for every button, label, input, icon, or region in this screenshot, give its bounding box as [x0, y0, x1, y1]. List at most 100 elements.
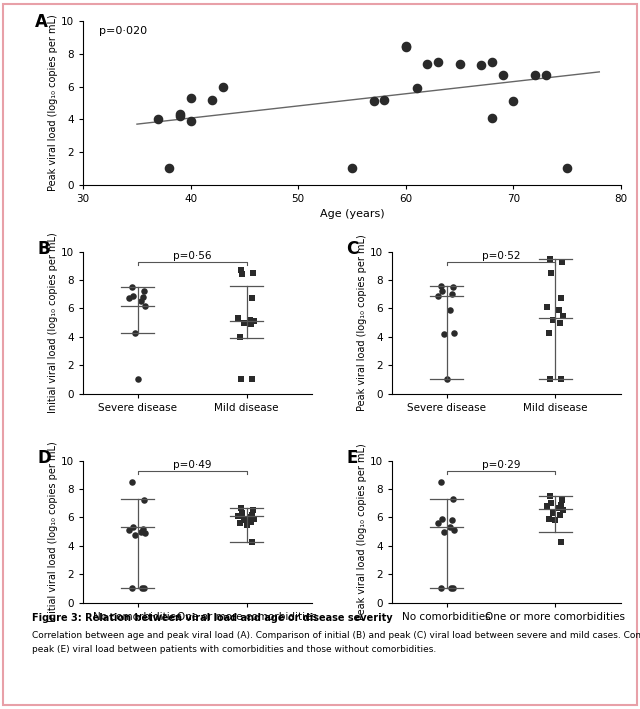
- Y-axis label: Initial viral load (log₁₀ copies per mL): Initial viral load (log₁₀ copies per mL): [48, 441, 58, 622]
- Point: [448, 281, 458, 293]
- Point: [545, 491, 555, 502]
- Point: [175, 111, 185, 122]
- Point: [401, 40, 411, 52]
- Point: [244, 314, 255, 325]
- Point: [246, 516, 256, 527]
- Point: [139, 583, 149, 594]
- Point: [486, 57, 497, 68]
- Point: [554, 502, 564, 513]
- Point: [244, 512, 255, 523]
- Point: [437, 286, 447, 297]
- Point: [556, 536, 566, 547]
- Point: [128, 522, 138, 533]
- Text: E: E: [346, 450, 358, 467]
- Point: [439, 328, 449, 340]
- Point: [248, 267, 259, 279]
- Point: [236, 502, 246, 513]
- Point: [237, 269, 248, 280]
- Point: [554, 304, 564, 316]
- Point: [476, 60, 486, 71]
- Point: [247, 536, 257, 547]
- Point: [139, 286, 149, 297]
- Point: [557, 256, 567, 267]
- Text: p=0·52: p=0·52: [482, 251, 520, 261]
- Point: [347, 162, 357, 174]
- Point: [127, 583, 138, 594]
- Point: [412, 82, 422, 94]
- Point: [207, 94, 218, 106]
- Point: [132, 374, 143, 385]
- Text: p=0·020: p=0·020: [99, 26, 147, 36]
- Text: Correlation between age and peak viral load (A). Comparison of initial (B) and p: Correlation between age and peak viral l…: [32, 631, 640, 640]
- Point: [237, 508, 248, 519]
- Point: [249, 316, 259, 327]
- Point: [422, 58, 433, 69]
- Y-axis label: Initial viral load (log₁₀ copies per mL): Initial viral load (log₁₀ copies per mL): [48, 233, 58, 413]
- Point: [449, 327, 460, 338]
- Text: p=0·29: p=0·29: [482, 460, 520, 470]
- Point: [445, 522, 455, 533]
- Point: [544, 327, 554, 338]
- Point: [247, 293, 257, 304]
- Point: [447, 515, 457, 526]
- Point: [445, 304, 455, 316]
- Y-axis label: Peak viral load (log₁₀ copies per mL): Peak viral load (log₁₀ copies per mL): [357, 234, 367, 411]
- Point: [546, 267, 556, 279]
- Point: [544, 513, 554, 525]
- Point: [454, 58, 465, 69]
- Point: [248, 505, 259, 516]
- Point: [436, 476, 446, 488]
- Text: p=0·56: p=0·56: [173, 251, 211, 261]
- Point: [241, 519, 252, 530]
- Point: [558, 310, 568, 321]
- Point: [442, 374, 452, 385]
- Point: [556, 374, 566, 385]
- Y-axis label: Peak viral load (log₁₀ copies per mL): Peak viral load (log₁₀ copies per mL): [357, 443, 367, 620]
- Point: [555, 317, 565, 328]
- Point: [138, 291, 148, 303]
- Point: [233, 510, 243, 522]
- Point: [439, 526, 449, 537]
- Text: Figure 3: Relation between viral load and age or disease severity: Figure 3: Relation between viral load an…: [32, 613, 392, 623]
- Point: [497, 69, 508, 81]
- Point: [449, 525, 460, 536]
- Point: [124, 525, 134, 536]
- Point: [447, 289, 457, 300]
- Point: [128, 290, 138, 301]
- Point: [246, 318, 256, 330]
- Point: [164, 162, 174, 174]
- Point: [140, 527, 150, 539]
- Point: [448, 493, 458, 505]
- Point: [401, 42, 411, 53]
- Point: [433, 518, 443, 529]
- Point: [508, 96, 518, 107]
- Point: [235, 518, 245, 529]
- Text: C: C: [346, 240, 358, 258]
- Point: [555, 509, 565, 520]
- Point: [127, 281, 138, 293]
- Point: [235, 331, 245, 342]
- Point: [436, 280, 446, 291]
- Text: p=0·49: p=0·49: [173, 460, 211, 470]
- Point: [558, 505, 568, 516]
- Point: [548, 314, 558, 325]
- Point: [233, 313, 243, 324]
- Y-axis label: Peak viral load (log₁₀ copies per mL): Peak viral load (log₁₀ copies per mL): [48, 14, 58, 191]
- Point: [550, 515, 561, 526]
- Text: B: B: [38, 240, 50, 258]
- Point: [433, 290, 443, 301]
- Point: [140, 300, 150, 311]
- Point: [369, 96, 379, 107]
- Point: [236, 264, 246, 276]
- Point: [486, 112, 497, 123]
- Point: [137, 583, 147, 594]
- Point: [131, 327, 141, 338]
- Point: [379, 94, 389, 106]
- Point: [186, 92, 196, 104]
- Point: [541, 301, 552, 313]
- Point: [136, 296, 146, 307]
- Point: [557, 495, 567, 506]
- Point: [139, 495, 149, 506]
- Text: peak (E) viral load between patients with comorbidities and those without comorb: peak (E) viral load between patients wit…: [32, 645, 436, 654]
- Point: [445, 583, 456, 594]
